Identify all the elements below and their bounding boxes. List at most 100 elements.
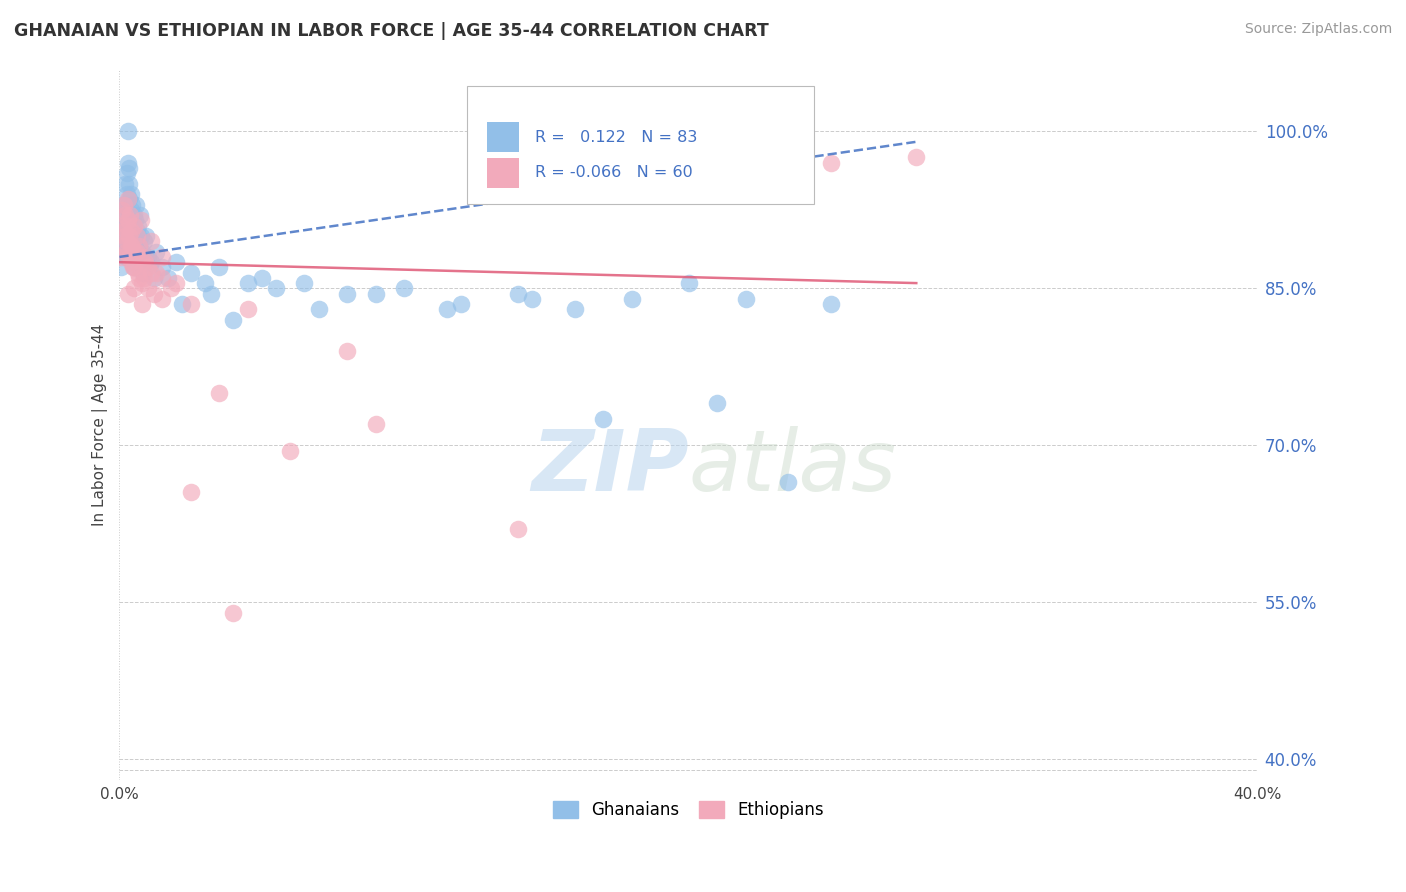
Point: [180, 266, 202, 280]
Point: [122, 260, 145, 275]
Point: [121, 219, 143, 233]
Text: atlas: atlas: [689, 425, 897, 508]
Point: [122, 234, 145, 248]
Point: [308, 302, 330, 317]
Bar: [486, 158, 519, 187]
Point: [132, 271, 155, 285]
Point: [145, 266, 167, 280]
Point: [110, 229, 132, 244]
Point: [364, 417, 387, 432]
Point: [820, 155, 842, 169]
Point: [121, 239, 143, 253]
Point: [336, 344, 359, 359]
Point: [139, 266, 162, 280]
Point: [125, 229, 148, 244]
Point: [131, 255, 153, 269]
Point: [124, 213, 146, 227]
Point: [222, 312, 245, 326]
Point: [110, 250, 132, 264]
Point: [114, 244, 136, 259]
Point: [294, 276, 316, 290]
Point: [124, 239, 146, 253]
Point: [112, 197, 135, 211]
Point: [392, 281, 415, 295]
Point: [127, 266, 149, 280]
Point: [450, 297, 472, 311]
Point: [118, 250, 141, 264]
Point: [150, 260, 173, 275]
Point: [132, 234, 155, 248]
Point: [506, 286, 529, 301]
Point: [122, 224, 145, 238]
Point: [114, 197, 136, 211]
Point: [131, 297, 153, 311]
Point: [120, 224, 142, 238]
Point: [150, 271, 173, 285]
Point: [236, 276, 259, 290]
Point: [150, 250, 173, 264]
Point: [117, 239, 139, 253]
Point: [111, 219, 134, 233]
Point: [115, 234, 138, 248]
Y-axis label: In Labor Force | Age 35-44: In Labor Force | Age 35-44: [93, 323, 108, 525]
Point: [706, 396, 728, 410]
Point: [120, 202, 142, 217]
Point: [250, 271, 273, 285]
Point: [125, 244, 148, 259]
Text: ZIP: ZIP: [531, 425, 689, 508]
Legend: Ghanaians, Ethiopians: Ghanaians, Ethiopians: [547, 794, 831, 825]
Point: [118, 208, 141, 222]
Point: [236, 302, 259, 317]
Point: [114, 229, 136, 244]
Point: [122, 219, 145, 233]
Point: [112, 197, 135, 211]
Point: [121, 197, 143, 211]
Point: [128, 271, 150, 285]
Point: [114, 219, 136, 233]
Point: [170, 297, 193, 311]
Point: [117, 177, 139, 191]
Point: [128, 239, 150, 253]
Point: [820, 297, 842, 311]
Point: [436, 302, 458, 317]
Point: [264, 281, 287, 295]
Point: [122, 208, 145, 222]
Point: [135, 229, 157, 244]
Point: [117, 155, 139, 169]
Point: [165, 255, 187, 269]
Point: [121, 229, 143, 244]
Point: [208, 260, 231, 275]
Point: [564, 302, 586, 317]
Point: [117, 192, 139, 206]
Point: [592, 412, 614, 426]
Point: [150, 292, 173, 306]
Point: [905, 151, 928, 165]
Point: [122, 260, 145, 275]
Point: [112, 224, 135, 238]
Point: [125, 224, 148, 238]
Point: [520, 292, 543, 306]
Point: [118, 161, 141, 175]
Point: [115, 166, 138, 180]
Point: [678, 276, 700, 290]
Point: [114, 250, 136, 264]
Point: [111, 239, 134, 253]
Point: [124, 244, 146, 259]
Point: [110, 219, 132, 233]
Point: [278, 443, 301, 458]
Point: [180, 297, 202, 311]
Point: [115, 219, 138, 233]
Point: [142, 286, 165, 301]
Point: [134, 250, 156, 264]
Point: [128, 239, 150, 253]
Point: [139, 234, 162, 248]
Point: [156, 271, 179, 285]
Point: [117, 286, 139, 301]
Point: [120, 234, 142, 248]
Point: [112, 229, 135, 244]
Point: [115, 187, 138, 202]
Point: [208, 386, 231, 401]
Point: [111, 239, 134, 253]
Point: [145, 244, 167, 259]
Text: R =   0.122   N = 83: R = 0.122 N = 83: [534, 130, 697, 145]
